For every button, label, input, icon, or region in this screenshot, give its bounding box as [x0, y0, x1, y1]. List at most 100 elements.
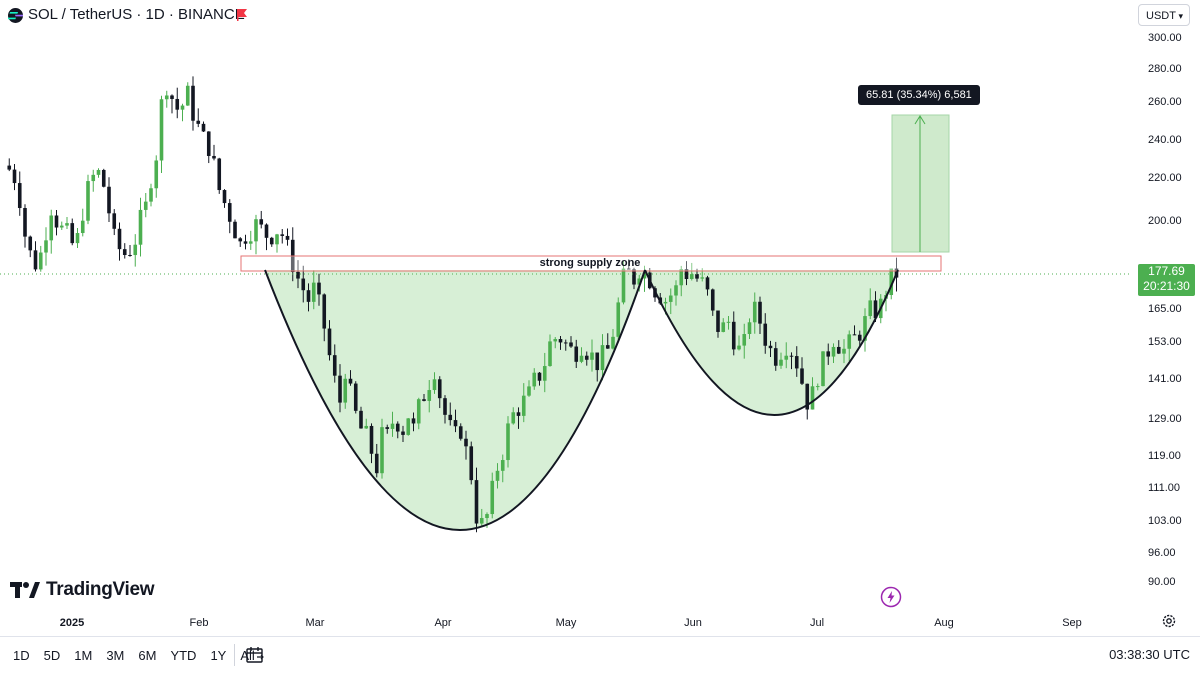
candle-up — [821, 351, 825, 387]
candle-up — [416, 399, 421, 424]
range-button-1y[interactable]: 1Y — [210, 648, 227, 663]
price-tick-label: 90.00 — [1148, 576, 1176, 588]
currency-selector[interactable]: USDT ▾ — [1138, 4, 1190, 26]
candle-down — [338, 375, 342, 403]
lightning-icon[interactable] — [880, 586, 902, 608]
supply-zone[interactable] — [240, 255, 942, 272]
candle-down — [826, 351, 831, 357]
projection-arrow-head — [914, 115, 926, 125]
time-tick-label: Apr — [434, 617, 451, 629]
candle-up — [611, 336, 615, 349]
candle-down — [464, 438, 468, 447]
candle-down — [695, 274, 699, 279]
candle-down — [327, 328, 332, 356]
candle-up — [59, 225, 64, 228]
bottom-toolbar: 1D 5D 1M 3M 6M YTD 1Y All 03:38:30 UTC — [0, 636, 1200, 675]
range-button-3m[interactable]: 3M — [106, 648, 125, 663]
candle-down — [222, 190, 227, 204]
price-tick-label: 111.00 — [1148, 482, 1180, 494]
candle-up — [674, 285, 678, 296]
candle-down — [605, 345, 610, 349]
candle-down — [17, 183, 22, 209]
range-button-1m[interactable]: 1M — [74, 648, 93, 663]
time-tick-label: Sep — [1062, 617, 1082, 629]
candle-down — [805, 383, 810, 410]
candle-up — [432, 379, 437, 391]
calendar-range-icon[interactable] — [245, 645, 265, 665]
candle-up — [616, 302, 621, 337]
range-button-1d[interactable]: 1D — [13, 648, 30, 663]
candle-down — [448, 414, 453, 421]
candle-up — [521, 395, 526, 416]
candle-down — [857, 334, 862, 341]
candle-up — [553, 339, 558, 342]
currency-label: USDT — [1146, 10, 1176, 22]
utc-clock[interactable]: 03:38:30 UTC — [1109, 647, 1190, 662]
candle-up — [868, 300, 873, 317]
candle-down — [191, 85, 195, 121]
candle-up — [679, 269, 684, 286]
candle-down — [437, 379, 442, 399]
candle-down — [353, 383, 358, 411]
candle-down — [716, 310, 720, 332]
price-tick-label: 103.00 — [1148, 515, 1182, 527]
candle-up — [154, 160, 159, 189]
time-tick-label: Mar — [306, 617, 325, 629]
candle-down — [70, 223, 75, 244]
handle-fill — [645, 270, 898, 415]
candle-down — [359, 410, 363, 429]
candle-down — [836, 346, 841, 354]
candle-down — [537, 372, 542, 381]
candle-up — [742, 334, 747, 346]
candle-down — [243, 241, 248, 244]
candle-down — [238, 238, 243, 242]
candle-up — [579, 355, 584, 362]
candle-up — [668, 295, 673, 302]
gear-icon[interactable] — [1161, 613, 1177, 629]
solana-logo-icon — [8, 8, 23, 23]
projection-label[interactable]: 65.81 (35.34%) 6,581 — [858, 85, 980, 105]
candle-down — [411, 418, 416, 424]
flag-icon[interactable] — [236, 8, 248, 22]
candle-up — [380, 427, 384, 474]
candle-up — [133, 244, 138, 256]
candle-up — [364, 425, 369, 429]
candle-down — [322, 294, 327, 329]
candle-up — [164, 95, 169, 100]
price-tick-label: 220.00 — [1148, 172, 1182, 184]
candle-down — [395, 423, 400, 432]
candle-up — [390, 423, 395, 429]
candle-up — [159, 99, 164, 161]
tradingview-logo[interactable]: TradingView — [10, 577, 155, 603]
candle-up — [831, 346, 836, 357]
candle-down — [128, 254, 132, 256]
candle-down — [227, 203, 232, 222]
candle-down — [800, 368, 804, 384]
candle-up — [86, 181, 90, 221]
candle-up — [96, 169, 101, 175]
price-axis[interactable]: 300.00 280.00 260.00 240.00 220.00 200.00 165.… — [1148, 32, 1182, 588]
time-axis[interactable]: 2025 Feb Mar Apr May Jun Jul Aug Sep — [60, 617, 1082, 629]
chevron-down-icon: ▾ — [1178, 11, 1183, 21]
range-button-5d[interactable]: 5D — [43, 648, 61, 663]
supply-zone-label: strong supply zone — [539, 257, 641, 269]
candle-down — [773, 348, 778, 366]
range-selector: 1D 5D 1M 3M 6M YTD 1Y All — [6, 646, 262, 666]
candle-up — [511, 412, 516, 424]
price-tick-label: 141.00 — [1148, 373, 1182, 385]
price-tick-label: 300.00 — [1148, 32, 1182, 44]
candle-down — [175, 98, 180, 110]
range-button-6m[interactable]: 6M — [138, 648, 157, 663]
toolbar-divider — [234, 644, 235, 666]
candle-down — [259, 219, 264, 225]
candle-up — [542, 366, 547, 381]
candle-down — [574, 346, 579, 362]
candle-down — [306, 290, 311, 302]
candle-down — [206, 131, 211, 156]
symbol-title[interactable]: SOL / TetherUS · 1D · BINANCE — [28, 6, 245, 23]
range-button-ytd[interactable]: YTD — [170, 648, 197, 663]
time-tick-label: 2025 — [60, 617, 84, 629]
candle-up — [138, 209, 143, 245]
tradingview-mark-icon — [10, 582, 40, 598]
